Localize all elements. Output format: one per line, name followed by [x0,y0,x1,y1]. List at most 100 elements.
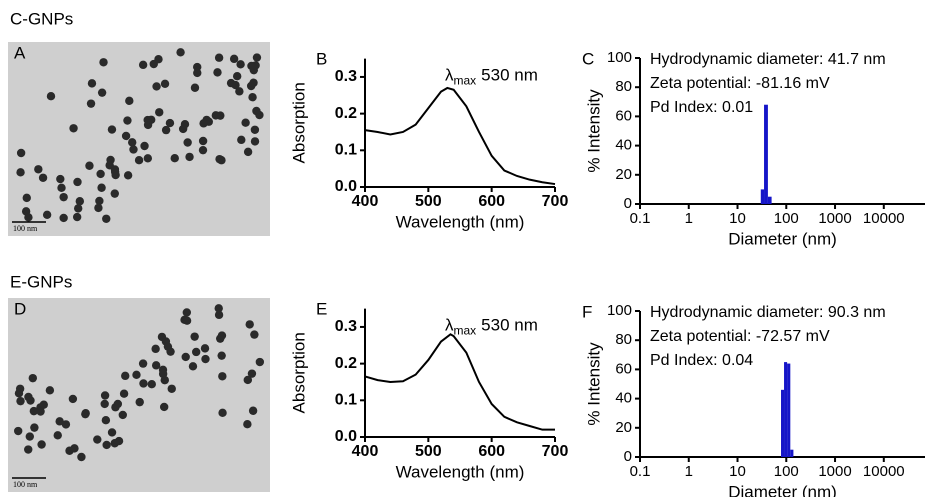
particle [218,408,227,418]
particle [102,440,111,450]
y-tick-label: 40 [615,137,632,154]
particle [59,192,68,202]
annotation-subscript: max [454,74,477,88]
particle [55,417,64,426]
x-tick-label: 10 [729,463,746,480]
y-axis-label: % Intensity [584,342,603,426]
particle [72,212,82,222]
particle [250,125,260,134]
particle [151,361,161,370]
y-tick-label: 0.1 [335,142,357,159]
particle [241,118,250,127]
particle [160,375,169,385]
particle [38,173,48,182]
particle [250,330,259,339]
y-tick-label: 0.1 [335,392,357,409]
particle [26,396,35,405]
particle [24,445,33,454]
particle [157,332,167,342]
particle [97,183,106,192]
particle [218,372,227,381]
y-tick-label: 60 [615,107,632,124]
particle [134,156,144,165]
y-tick-label: 0.3 [335,318,357,335]
panel-label: C [582,49,594,68]
particle [211,111,221,120]
particle [14,389,24,398]
x-tick-label: 600 [478,443,505,460]
annotation: Hydrodynamic diameter: 90.3 nm [650,304,886,321]
x-tick-label: 1000 [818,210,851,227]
x-tick-label: 10 [729,210,746,227]
y-tick-label: 0.0 [335,178,357,195]
image-background [8,42,270,236]
particle [181,352,190,362]
particle [123,116,132,125]
particle [56,174,65,184]
particle [247,61,256,71]
annotation-symbol: λ [445,316,454,335]
particle [73,204,83,213]
particle [185,152,194,162]
particle [77,452,86,462]
particle [236,60,245,69]
particle [248,406,258,415]
y-axis-label: Absorption [289,82,308,163]
particle [146,115,156,124]
particle [94,203,103,213]
particle [16,148,26,158]
particle [182,308,192,317]
particle [45,386,55,395]
bar [790,449,794,457]
panel-label: E [316,299,327,318]
y-tick-label: 0.2 [335,105,357,122]
particle [118,410,127,420]
particle [214,304,223,313]
tem-image: D 100 nm [8,298,270,492]
x-axis-label: Diameter (nm) [728,482,837,497]
x-tick-label: 100 [774,210,799,227]
particle [232,72,242,81]
particle [217,351,226,360]
group-title: C-GNPs [10,9,73,28]
x-axis-label: Wavelength (nm) [396,462,525,481]
x-tick-label: 0.1 [630,463,651,480]
particle [68,394,78,404]
bar [787,363,791,457]
x-tick-label: 0.1 [630,210,651,227]
particle [121,371,130,381]
panel-label: F [582,302,592,321]
annotation: Pd Index: 0.01 [650,99,753,116]
particle [190,83,200,92]
particle [121,131,131,141]
y-tick-label: 0 [624,195,632,212]
particle [36,407,45,416]
particle [252,53,262,62]
x-tick-label: 1 [685,210,693,227]
particle [123,171,133,180]
particle [140,141,149,151]
x-tick-label: 500 [415,193,442,210]
particle [183,138,192,147]
particle [111,403,120,412]
particle [28,373,38,383]
bar [781,389,785,457]
particle [105,161,114,170]
y-tick-label: 100 [607,49,632,66]
particle [16,168,25,177]
y-tick-label: 40 [615,390,632,407]
particle [101,416,111,425]
particle [235,87,244,96]
particle [193,62,202,72]
particle [107,428,117,437]
particle [151,344,160,354]
particle [119,389,129,398]
particle [190,332,199,341]
particle [247,369,257,378]
particle [176,48,185,57]
particle [97,88,107,97]
particle [198,136,208,146]
particle [61,420,71,429]
particle [231,80,240,90]
